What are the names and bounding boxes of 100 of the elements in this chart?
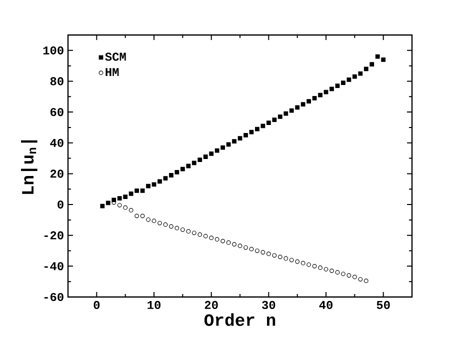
point [312,264,317,268]
point [272,253,277,258]
point [209,151,214,156]
point [381,57,386,62]
point [117,196,122,201]
x-tick-label: 10 [148,300,160,310]
point [364,66,368,72]
point [266,252,271,256]
point [352,74,357,79]
x-tick-label: 40 [319,300,332,310]
point [198,158,202,162]
point [134,188,139,193]
point [192,160,196,166]
point [244,245,248,250]
point [272,118,277,122]
point [375,54,380,59]
x-tick-label: 20 [204,300,218,310]
point [152,218,156,224]
point [318,266,322,270]
point [192,230,196,236]
point [238,136,242,140]
x-axis-title: Order n [204,313,276,326]
point [220,238,225,244]
point [330,268,334,273]
point [140,188,145,193]
point [300,102,306,107]
point [186,164,191,168]
point [266,120,271,126]
point [214,148,220,153]
point [255,248,260,253]
point [158,220,162,226]
point [180,166,185,172]
point [346,78,352,82]
point [174,226,180,230]
y-tick-label: 40 [50,138,64,147]
point [312,96,317,100]
point [106,200,110,206]
point [140,214,145,218]
point [330,86,334,92]
point [370,62,374,66]
y-tick-label: 80 [50,77,64,86]
x-tick-label: 0 [94,300,100,310]
point [232,242,236,246]
point [289,108,294,113]
point [341,272,346,276]
point [341,80,346,85]
point [163,222,168,227]
point [198,232,202,237]
point [238,244,242,248]
point [209,236,214,240]
point [335,270,340,275]
point [289,258,294,262]
point [174,170,180,174]
point [364,278,368,284]
point [169,224,174,229]
point [128,208,134,212]
point [249,130,254,134]
point [117,202,122,208]
y-tick-label: 20 [50,170,64,178]
point [358,71,363,76]
point [295,105,300,110]
point [284,256,288,261]
point [255,126,260,132]
point [123,205,128,210]
point [226,142,231,147]
y-tick-label: 60 [50,108,64,116]
point [128,192,134,196]
x-tick-label: 50 [376,300,390,310]
legend-label: SCM [105,52,126,61]
point [295,259,300,264]
y-tick-label: -60 [44,292,64,302]
point [284,111,288,116]
point [278,114,282,119]
point [318,92,322,98]
point [220,145,225,150]
y-tick-label: 0 [58,200,64,209]
point [306,99,311,104]
point [278,254,282,260]
point [100,204,105,208]
legend-label: HM [106,68,119,76]
point [203,234,208,238]
point [260,250,266,254]
y-tick-label: -20 [44,231,64,240]
point [180,227,185,232]
point [203,154,208,159]
point [306,262,311,267]
point [260,124,266,128]
y-tick-label: 100 [43,46,64,54]
point [335,84,340,88]
point [346,273,352,278]
point [214,237,220,242]
point [358,277,363,282]
point [146,217,150,222]
point [352,274,357,280]
point [186,229,191,234]
point [244,132,248,138]
point [134,214,139,218]
point [249,246,254,252]
point [324,267,328,272]
y-axis-title: Ln|u$_{n}$| [21,140,38,194]
